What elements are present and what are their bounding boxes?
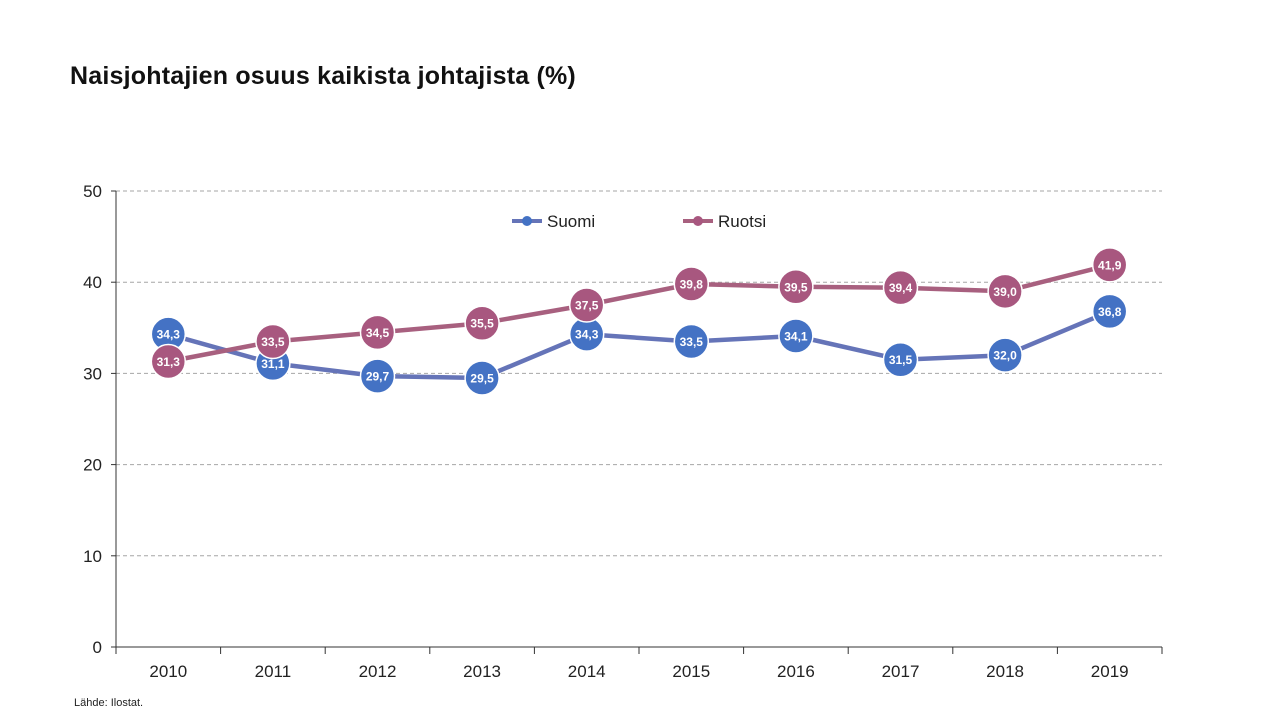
data-point-ruotsi-2019 [1091, 247, 1128, 283]
x-tick-label-2018: 2018 [986, 662, 1024, 681]
series-line-ruotsi [167, 262, 1111, 364]
data-point-ruotsi-2011 [255, 323, 291, 360]
data-label-ruotsi-2016: 39,5 [784, 280, 808, 294]
series-line-suomi [167, 309, 1111, 381]
data-point-suomi-2015 [673, 323, 710, 360]
data-point-suomi-2019 [1091, 293, 1128, 330]
y-tick-label-20: 20 [83, 456, 102, 475]
data-point-suomi-2017 [882, 341, 919, 378]
data-label-ruotsi-2012: 34,5 [366, 326, 390, 340]
data-point-ruotsi-2018 [987, 273, 1023, 310]
data-point-suomi-2016 [778, 318, 814, 354]
axes: 0 10 20 30 40 50 2010 2011 2012 2013 2014 2015 2016 2… [83, 182, 1163, 681]
data-label-ruotsi-2018: 39,0 [993, 285, 1017, 299]
data-point-ruotsi-2015 [673, 266, 710, 302]
y-tick-label-40: 40 [83, 273, 102, 292]
data-label-ruotsi-2015: 39,8 [680, 278, 704, 292]
data-label-suomi-2015: 33,5 [680, 335, 704, 349]
legend-marker-suomi [522, 216, 532, 226]
x-tick-label-2019: 2019 [1091, 662, 1129, 681]
y-tick-label-0: 0 [93, 638, 102, 657]
data-label-ruotsi-2014: 37,5 [575, 299, 599, 313]
x-tick-label-2012: 2012 [359, 662, 397, 681]
grid-lines [116, 190, 1162, 557]
data-point-suomi-2018 [987, 337, 1023, 373]
y-tick-label-50: 50 [83, 182, 102, 201]
x-tick-label-2017: 2017 [882, 662, 920, 681]
data-label-suomi-2018: 32,0 [993, 349, 1017, 363]
data-label-suomi-2010: 34,3 [157, 328, 181, 342]
data-label-suomi-2013: 29,5 [470, 371, 494, 385]
data-point-ruotsi-2016 [778, 269, 814, 305]
data-point-suomi-2013 [464, 360, 500, 396]
series-layer: 34,3 31,1 29,7 29,5 34,3 33,5 34,1 31,5 32,0 36,8… [150, 247, 1128, 396]
x-tick-label-2010: 2010 [149, 662, 187, 681]
data-point-ruotsi-2013 [464, 305, 500, 341]
y-tick-label-10: 10 [83, 547, 102, 566]
x-tick-label-2011: 2011 [255, 662, 292, 681]
data-point-ruotsi-2017 [882, 269, 919, 306]
legend-marker-ruotsi [693, 216, 703, 226]
x-tick-label-2014: 2014 [568, 662, 606, 681]
data-label-suomi-2014: 34,3 [575, 328, 599, 342]
data-point-ruotsi-2014 [568, 287, 605, 323]
y-tick-label-30: 30 [83, 364, 102, 383]
chart-title: Naisjohtajien osuus kaikista johtajista … [70, 62, 576, 90]
data-label-ruotsi-2010: 31,3 [157, 355, 181, 369]
data-label-suomi-2012: 29,7 [366, 370, 390, 384]
data-point-ruotsi-2012 [359, 314, 396, 351]
legend-label-ruotsi: Ruotsi [718, 212, 766, 231]
data-label-ruotsi-2011: 33,5 [261, 335, 285, 349]
data-label-suomi-2017: 31,5 [889, 353, 913, 367]
x-tick-label-2015: 2015 [672, 662, 710, 681]
data-label-ruotsi-2013: 35,5 [470, 317, 494, 331]
data-label-ruotsi-2017: 39,4 [889, 281, 913, 295]
data-point-ruotsi-2010 [150, 343, 187, 380]
data-label-ruotsi-2019: 41,9 [1098, 258, 1122, 272]
data-point-suomi-2012 [359, 358, 396, 394]
data-label-suomi-2011: 31,1 [261, 357, 285, 371]
x-tick-label-2013: 2013 [463, 662, 501, 681]
legend-label-suomi: Suomi [547, 212, 595, 231]
legend: Suomi Ruotsi [512, 212, 766, 231]
data-label-suomi-2019: 36,8 [1098, 305, 1122, 319]
x-tick-label-2016: 2016 [777, 662, 815, 681]
source-note: Lähde: Ilostat. [74, 697, 144, 709]
data-label-suomi-2016: 34,1 [784, 330, 808, 344]
